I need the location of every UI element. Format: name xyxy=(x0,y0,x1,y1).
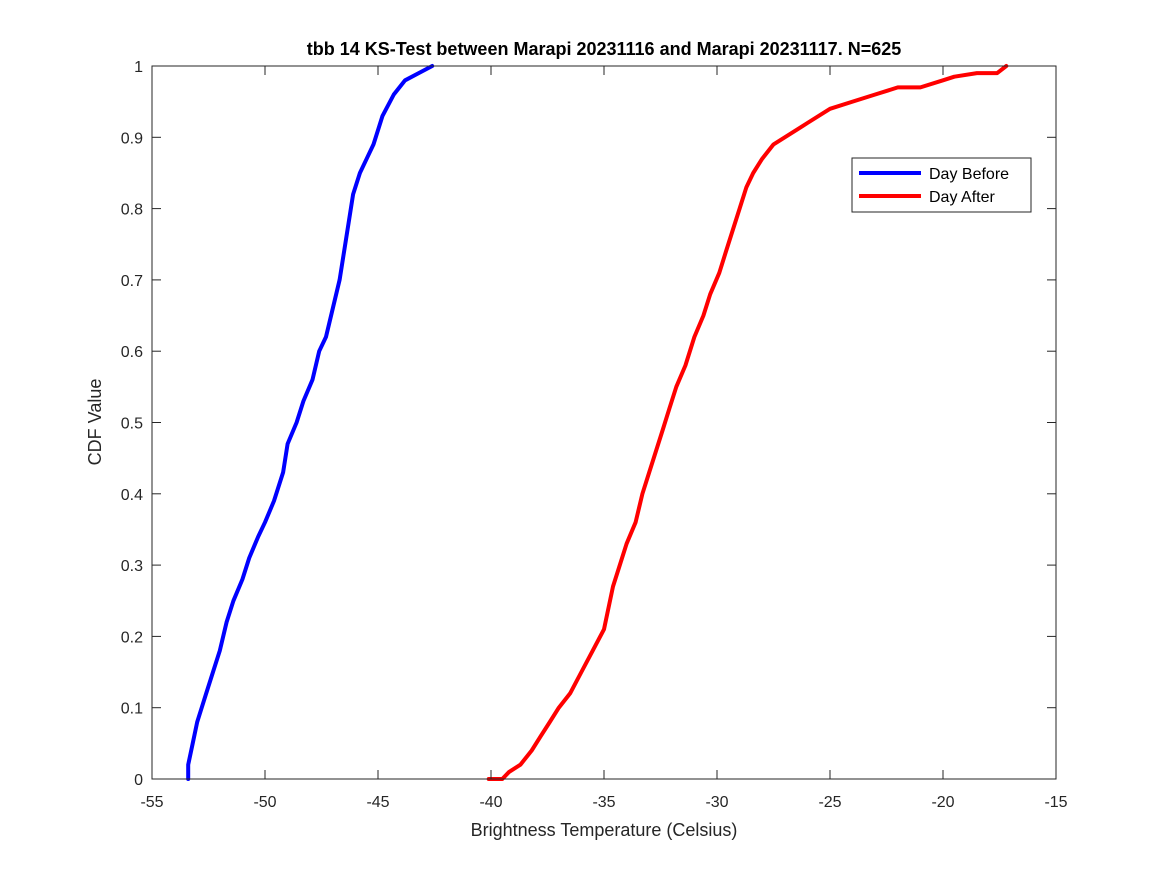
x-tick-label: -40 xyxy=(479,794,502,811)
x-tick-label: -30 xyxy=(705,794,728,811)
x-tick-label: -50 xyxy=(253,794,276,811)
tick-layer: -55 -50 -45 -40 -35 -30 -25 -20 -15 0 0.1 0.2 0.3 0.4… xyxy=(121,59,1068,811)
x-tick-label: -15 xyxy=(1044,794,1067,811)
x-tick-label: -25 xyxy=(818,794,841,811)
chart-title: tbb 14 KS-Test between Marapi 20231116 a… xyxy=(307,39,901,59)
y-tick-label: 0 xyxy=(134,772,143,789)
y-tick-label: 1 xyxy=(134,59,143,76)
x-tick-label: -35 xyxy=(592,794,615,811)
legend: Day Before Day After xyxy=(851,157,1032,213)
y-tick-label: 0.6 xyxy=(121,344,143,361)
series-line-day-after xyxy=(486,64,1009,781)
y-axis-label: CDF Value xyxy=(85,379,105,466)
y-tick-label: 0.8 xyxy=(121,202,143,219)
y-tick-label: 0.4 xyxy=(121,487,143,504)
series-layer xyxy=(186,64,1009,781)
y-tick-label: 0.3 xyxy=(121,558,143,575)
y-tick-label: 0.5 xyxy=(121,416,143,433)
y-tick-label: 0.1 xyxy=(121,701,143,718)
x-tick-label: -55 xyxy=(140,794,163,811)
series-line-day-before xyxy=(186,64,435,781)
legend-label-day-after: Day After xyxy=(929,189,995,206)
x-axis-label: Brightness Temperature (Celsius) xyxy=(471,820,738,840)
y-tick-label: 0.9 xyxy=(121,130,143,147)
y-tick-label: 0.2 xyxy=(121,629,143,646)
x-tick-label: -20 xyxy=(931,794,954,811)
x-tick-label: -45 xyxy=(366,794,389,811)
legend-label-day-before: Day Before xyxy=(929,166,1009,183)
y-tick-label: 0.7 xyxy=(121,273,143,290)
legend-box xyxy=(851,157,1032,213)
